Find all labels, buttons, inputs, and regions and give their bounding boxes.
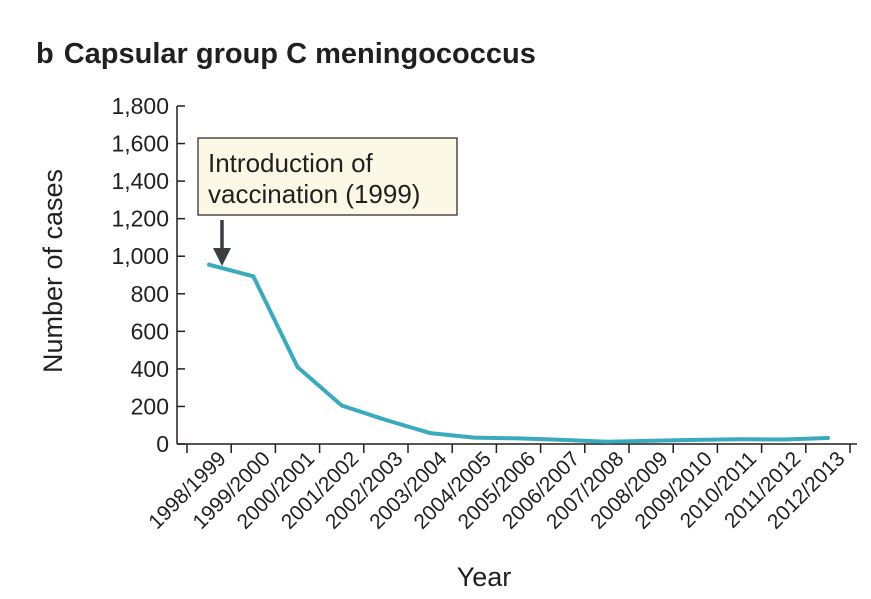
y-tick-label: 400 (131, 356, 169, 382)
annotation: Introduction of vaccination (1999) (197, 137, 458, 266)
y-tick-label: 1,400 (111, 168, 169, 194)
y-tick-label: 0 (156, 431, 169, 457)
data-point (472, 435, 477, 440)
data-point (428, 431, 433, 436)
data-point (339, 403, 344, 408)
annotation-text-line2: vaccination (1999) (208, 179, 420, 209)
data-point (383, 417, 388, 422)
chart-title: b Capsular group C meningococcus (36, 38, 536, 71)
data-point (560, 437, 565, 442)
y-tick-label: 1,000 (111, 243, 169, 269)
data-point (604, 439, 609, 444)
y-tick-label: 1,600 (111, 131, 169, 157)
y-tick-label: 600 (131, 318, 169, 344)
series-line (207, 262, 830, 444)
data-point (649, 438, 654, 443)
data-point (825, 435, 830, 440)
annotation-arrow-head (213, 248, 231, 266)
axes (176, 106, 857, 445)
data-point (295, 365, 300, 370)
y-axis-label: Number of cases (38, 169, 68, 373)
data-point (251, 274, 256, 279)
chart-title-text: Capsular group C meningococcus (63, 38, 536, 70)
panel-label: b (36, 38, 54, 70)
y-tick-label: 1,200 (111, 206, 169, 232)
data-point (737, 437, 742, 442)
x-ticks: 1998/19991999/20002000/20012001/20022002… (144, 444, 851, 534)
annotation-box (197, 137, 458, 216)
y-tick-label: 1,800 (111, 93, 169, 119)
series (207, 262, 830, 444)
data-point (207, 262, 212, 267)
y-ticks: 0 200 400 600 800 1,000 1,200 1,400 1,600 1,800 (111, 93, 185, 457)
data-point (781, 437, 786, 442)
data-point (693, 437, 698, 442)
data-point (516, 436, 521, 441)
y-tick-label: 800 (131, 281, 169, 307)
y-tick-label: 200 (131, 393, 169, 419)
x-axis-label: Year (457, 562, 512, 592)
annotation-text-line1: Introduction of (208, 148, 374, 178)
